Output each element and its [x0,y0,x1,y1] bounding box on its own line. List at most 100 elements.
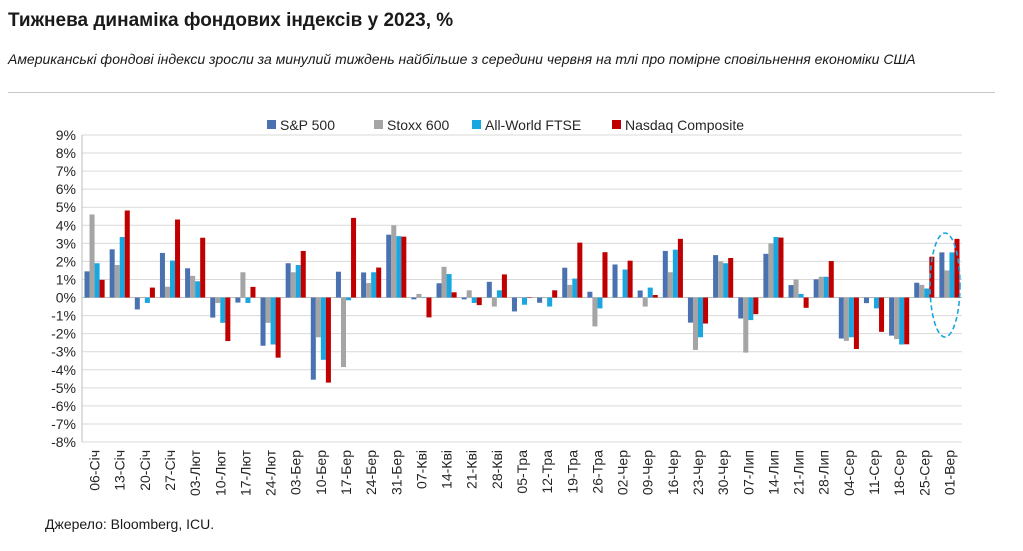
bar-nasdaq-composite [627,260,633,298]
bar-nasdaq-composite [250,286,256,298]
x-tick-label: 07-Лип [740,450,756,495]
bar-stoxx-600 [491,297,497,307]
bar-stoxx-600 [516,297,522,299]
bar-all-world-ftse [396,236,402,298]
bar-all-world-ftse [672,249,678,298]
x-tick-label: 21-Кві [464,450,480,489]
bar-stoxx-600 [944,270,950,298]
bar-stoxx-600 [542,297,548,299]
y-tick-label: 9% [56,127,76,143]
bar-s-p-500 [159,252,165,298]
x-tick-label: 04-Сер [841,450,857,496]
bar-stoxx-600 [240,272,246,298]
source-note: Джерело: Bloomberg, ICU. [45,516,215,532]
bar-nasdaq-composite [803,297,809,308]
bar-all-world-ftse [295,265,301,298]
y-tick-label: -2% [51,326,76,342]
bar-all-world-ftse [220,297,226,323]
bar-stoxx-600 [718,261,724,298]
bar-s-p-500 [763,253,769,298]
y-tick-label: -5% [51,380,76,396]
x-tick-label: 11-Сер [866,450,882,495]
x-axis-ticks: 06-Січ 13-Січ 20-Січ 27-Січ 03-Лют 10-Лют 17-Л… [87,449,958,496]
bar-all-world-ftse [522,297,528,305]
legend-label: All-World FTSE [485,117,581,133]
bar-stoxx-600 [340,297,346,368]
bar-s-p-500 [84,271,90,298]
chart-subtitle: Американські фондові індекси зросли за м… [8,51,916,67]
legend-swatch [472,120,481,129]
bar-s-p-500 [285,263,291,298]
x-tick-label: 14-Лип [765,450,781,495]
x-tick-label: 14-Кві [439,450,455,489]
bar-s-p-500 [461,297,467,300]
bar-all-world-ftse [773,237,779,298]
bar-all-world-ftse [647,287,653,298]
bar-nasdaq-composite [351,217,357,298]
bar-all-world-ftse [471,297,477,303]
bar-nasdaq-composite [577,242,583,298]
x-tick-label: 17-Лют [237,449,253,496]
bar-s-p-500 [486,281,492,298]
y-tick-label: 8% [56,145,76,161]
bar-s-p-500 [185,268,191,298]
bar-nasdaq-composite [225,297,231,342]
x-tick-label: 12-Тра [539,450,555,494]
legend-label: Stoxx 600 [387,117,449,133]
bar-stoxx-600 [114,265,120,298]
bar-stoxx-600 [441,266,447,298]
bar-all-world-ftse [547,297,553,307]
bar-stoxx-600 [215,297,221,303]
bar-s-p-500 [134,297,140,310]
y-tick-label: -4% [51,362,76,378]
bar-nasdaq-composite [527,297,533,299]
bar-all-world-ftse [170,260,176,298]
x-tick-label: 19-Тра [564,450,580,494]
x-tick-label: 17-Бер [338,450,354,495]
bar-s-p-500 [210,297,216,318]
x-tick-label: 16-Чер [665,450,681,495]
bar-s-p-500 [612,264,618,298]
bar-all-world-ftse [320,297,326,360]
bar-s-p-500 [562,267,568,298]
bar-nasdaq-composite [149,287,155,298]
bar-stoxx-600 [768,243,774,298]
chart-title: Тижнева динаміка фондових індексів у 202… [8,10,454,31]
bar-stoxx-600 [843,297,849,341]
bar-s-p-500 [637,290,643,298]
y-tick-label: 2% [56,253,76,269]
bar-s-p-500 [361,272,367,298]
bar-stoxx-600 [366,283,372,298]
bar-all-world-ftse [572,278,578,298]
x-tick-label: 03-Бер [288,450,304,495]
x-tick-label: 26-Тра [589,450,605,494]
bar-stoxx-600 [89,214,95,298]
bar-nasdaq-composite [99,279,105,298]
bar-nasdaq-composite [853,297,859,349]
bar-s-p-500 [788,285,794,298]
bar-stoxx-600 [567,284,573,298]
bar-s-p-500 [436,283,442,298]
bar-all-world-ftse [346,297,352,301]
bar-nasdaq-composite [175,219,181,298]
x-tick-label: 28-Лип [816,450,832,495]
x-tick-label: 27-Січ [162,450,178,491]
bar-all-world-ftse [371,272,377,298]
bar-all-world-ftse [823,276,829,298]
y-axis-ticks: -8% -7% -6% -5% -4% -3% -2% -1% 0% 1% 2% 3% 4% 5% 6% 7%… [51,127,76,450]
bar-stoxx-600 [592,297,598,327]
bar-nasdaq-composite [325,297,331,383]
bar-nasdaq-composite [828,261,834,298]
bar-nasdaq-composite [200,237,206,298]
bar-s-p-500 [914,282,920,298]
bar-stoxx-600 [743,297,749,353]
y-tick-label: -7% [51,416,76,432]
bar-s-p-500 [260,297,266,346]
bar-nasdaq-composite [778,237,784,298]
legend-label: Nasdaq Composite [625,117,744,133]
bar-s-p-500 [939,252,945,298]
bar-nasdaq-composite [275,297,281,358]
bar-s-p-500 [713,255,719,298]
bar-nasdaq-composite [602,252,608,298]
